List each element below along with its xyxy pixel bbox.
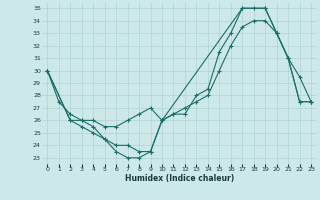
- X-axis label: Humidex (Indice chaleur): Humidex (Indice chaleur): [124, 174, 234, 183]
